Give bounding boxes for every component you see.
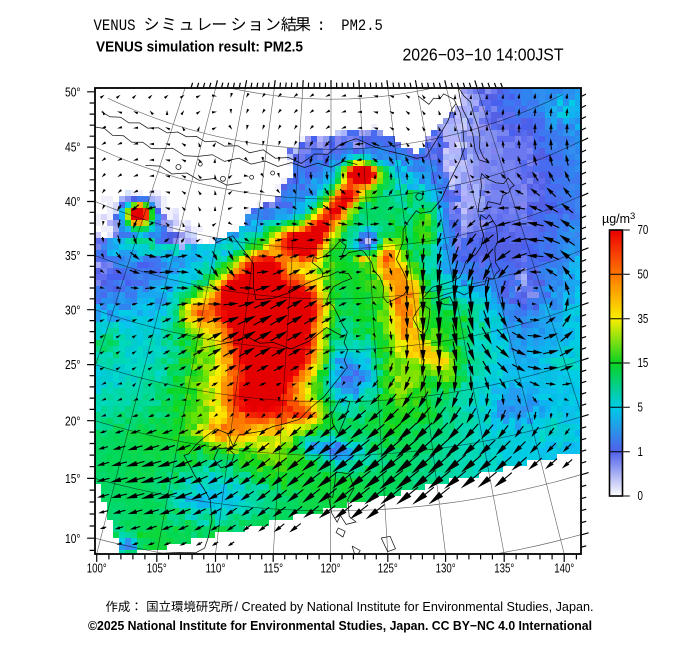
svg-text:µg/m3: µg/m3 <box>602 211 635 226</box>
svg-text:140°: 140° <box>554 561 574 576</box>
svg-text:VENUS: VENUS <box>94 17 136 35</box>
svg-text:50°: 50° <box>65 84 81 99</box>
svg-text:2026−03−10 14:00JST: 2026−03−10 14:00JST <box>403 45 564 65</box>
svg-text:110°: 110° <box>206 561 226 576</box>
svg-text:/ Created by National Institut: / Created by National Institute for Envi… <box>235 600 594 614</box>
svg-text:135°: 135° <box>494 561 514 576</box>
svg-text:©2025 National Institute for E: ©2025 National Institute for Environment… <box>88 618 592 633</box>
svg-text:45°: 45° <box>65 140 81 155</box>
svg-text:35°: 35° <box>65 248 81 263</box>
svg-text:15°: 15° <box>65 471 81 486</box>
svg-text:125°: 125° <box>378 561 398 576</box>
svg-text::: : <box>317 17 326 35</box>
svg-text:120°: 120° <box>321 561 341 576</box>
svg-text:10°: 10° <box>65 531 81 546</box>
svg-text:40°: 40° <box>65 194 81 209</box>
svg-text:25°: 25° <box>65 357 81 372</box>
svg-text:105°: 105° <box>147 561 167 576</box>
svg-text:1: 1 <box>638 445 643 459</box>
svg-text:115°: 115° <box>263 561 283 576</box>
svg-text:0: 0 <box>638 489 643 503</box>
svg-text:70: 70 <box>638 223 649 237</box>
svg-text:100°: 100° <box>87 561 107 576</box>
svg-text:VENUS simulation result: PM2.5: VENUS simulation result: PM2.5 <box>96 40 303 56</box>
svg-text:130°: 130° <box>436 561 456 576</box>
svg-text:35: 35 <box>638 312 649 326</box>
svg-text:30°: 30° <box>65 302 81 317</box>
svg-text:20°: 20° <box>65 413 81 428</box>
svg-text:15: 15 <box>638 356 649 370</box>
svg-text:50: 50 <box>638 268 649 282</box>
svg-text:PM2.5: PM2.5 <box>341 17 383 35</box>
svg-text:5: 5 <box>638 401 643 415</box>
